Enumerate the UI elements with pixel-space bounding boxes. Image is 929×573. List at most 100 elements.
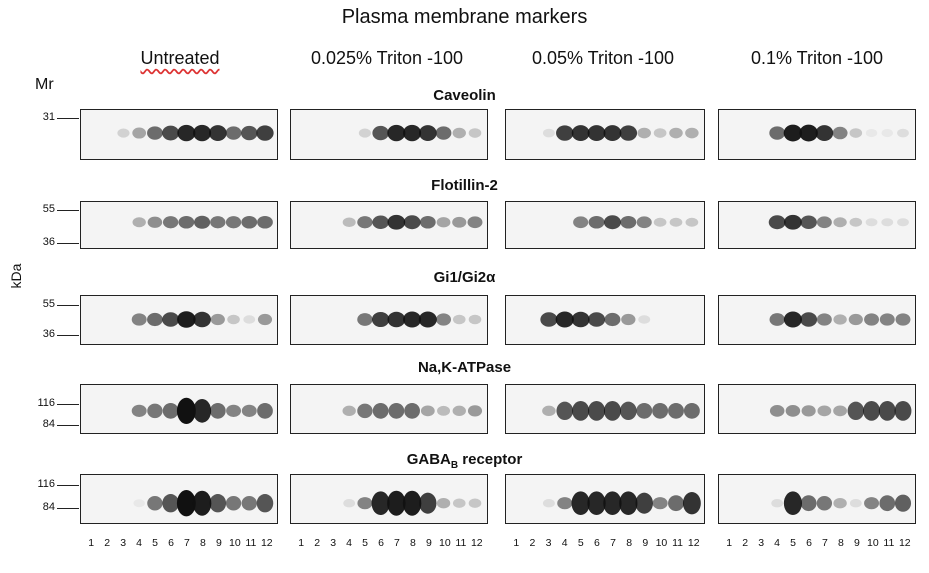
blot-panel (80, 295, 278, 345)
blot-band (636, 216, 652, 229)
blot-panel (80, 109, 278, 160)
blot-band (668, 402, 684, 419)
blot-image (768, 214, 909, 230)
blot-band (192, 490, 212, 516)
blot-band (193, 124, 212, 142)
blot-band (131, 404, 147, 417)
blot-band (571, 311, 590, 328)
blot-band (653, 128, 667, 138)
blot-band (176, 397, 196, 425)
blot-band (371, 311, 390, 328)
marker-label: 55 (42, 298, 55, 310)
lane-number: 2 (529, 537, 536, 549)
lane-number: 12 (898, 537, 911, 549)
blot-image (357, 311, 482, 328)
marker-label: 31 (42, 111, 55, 123)
blot-panel (718, 384, 916, 434)
blot-band (177, 311, 196, 328)
blot-band (556, 401, 574, 421)
blot-image (117, 124, 274, 142)
blot-band (178, 215, 195, 229)
blot-band (865, 218, 878, 227)
blot-band (849, 217, 863, 227)
blot-band (452, 498, 466, 508)
blot-band (452, 405, 466, 417)
blot-image (343, 490, 482, 516)
blot-band (668, 495, 684, 512)
condition-untreated: Untreated (140, 48, 220, 68)
blot-band (571, 125, 590, 141)
blot-band (848, 313, 863, 326)
marker-tick (57, 485, 79, 486)
blot-band (638, 315, 651, 324)
blot-image (132, 215, 273, 229)
blot-band (131, 313, 147, 326)
blot-band (162, 125, 180, 141)
lane-number: 7 (610, 537, 616, 549)
marker-tick (57, 404, 79, 405)
lane-number: 6 (378, 537, 384, 549)
blot-band (588, 215, 605, 229)
blot-band (357, 403, 373, 419)
lane-number: 10 (867, 537, 879, 549)
blot-band (256, 125, 274, 141)
blot-band (783, 124, 803, 142)
blot-band (452, 314, 466, 325)
blot-band (257, 402, 273, 419)
condition-triton-005: 0.05% Triton -100 (531, 48, 675, 68)
lane-number: 8 (410, 537, 416, 549)
blot-band (816, 495, 833, 511)
lane-number: 8 (626, 537, 633, 549)
marker-label: 84 (42, 501, 55, 513)
blot-band (257, 313, 273, 326)
blot-band (652, 497, 668, 510)
blot-band (652, 402, 669, 419)
blot-band (241, 495, 257, 511)
blot-band (132, 217, 146, 228)
blot-band (225, 126, 242, 140)
blot-panel (718, 474, 916, 524)
blot-band (799, 124, 818, 142)
blot-band (815, 125, 834, 141)
blot-band (387, 490, 406, 516)
lane-number: 3 (330, 537, 337, 549)
blot-band (768, 215, 786, 230)
lane-number: 11 (672, 537, 684, 549)
blot-band (881, 218, 894, 227)
blot-band (849, 128, 863, 138)
blot-band (387, 214, 406, 230)
blot-band (669, 217, 683, 227)
blot-band (816, 313, 832, 326)
blot-band (147, 312, 163, 327)
blot-title-gabab: GABAB receptor (406, 451, 523, 471)
blot-band (817, 405, 832, 417)
blot-band (468, 314, 482, 325)
lane-number: 5 (152, 537, 158, 549)
blot-panel (505, 201, 705, 249)
blot-band (587, 125, 606, 141)
condition-triton-0025: 0.025% Triton -100 (310, 48, 464, 68)
blot-band (436, 217, 451, 228)
lane-number: 4 (561, 537, 568, 549)
lane-number: 11 (455, 537, 467, 549)
lane-number: 12 (687, 537, 700, 549)
blot-band (357, 216, 373, 229)
blot-band (816, 216, 832, 229)
blot-panel (505, 384, 705, 434)
marker-tick (57, 508, 79, 509)
blot-band (879, 495, 896, 512)
marker-tick (57, 305, 79, 306)
marker-tick (57, 425, 79, 426)
blot-panel (718, 201, 916, 249)
lane-number: 5 (362, 537, 368, 549)
lane-number: 4 (774, 537, 780, 549)
blot-band (619, 401, 637, 421)
lane-number: 2 (742, 537, 749, 549)
blot-band (588, 400, 606, 421)
blot-panel (505, 295, 705, 345)
blot-band (343, 498, 356, 508)
lane-number: 11 (883, 537, 895, 549)
blot-band (162, 312, 180, 327)
lane-number: 6 (168, 537, 174, 549)
blot-title-flotillin: Flotillin-2 (431, 177, 498, 194)
